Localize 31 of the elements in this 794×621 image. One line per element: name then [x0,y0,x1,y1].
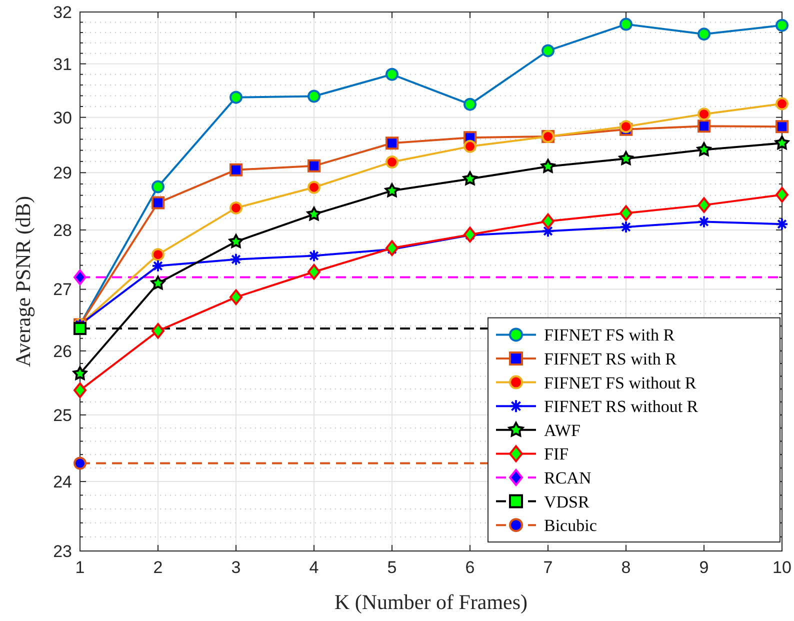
x-tick-label: 7 [543,558,553,577]
x-tick-label: 5 [387,558,397,577]
y-tick-label: 29 [53,164,72,183]
x-axis-title: K (Number of Frames) [334,590,528,614]
y-tick-label: 31 [53,54,72,74]
y-tick-label: 27 [53,280,72,300]
legend-label: FIFNET RS without R [544,397,699,416]
y-tick-label: 23 [53,542,72,561]
x-tick-label: 6 [465,558,475,577]
legend-label: VDSR [544,492,590,512]
legend-label: FIFNET FS without R [544,373,697,392]
y-tick-label: 26 [53,342,72,361]
x-tick-label: 2 [153,558,163,577]
x-tick-label: 8 [621,558,631,577]
x-tick-label: 9 [699,558,709,577]
legend-label: FIFNET FS with R [544,326,676,345]
y-tick-label: 25 [53,406,72,425]
legend-label: RCAN [544,468,592,488]
legend-label: FIFNET RS with R [544,349,678,368]
x-tick-label: 1 [75,558,85,577]
x-tick-label: 4 [309,558,319,577]
y-axis-title: Average PSNR (dB) [11,196,35,368]
y-tick-label: 28 [53,220,72,240]
x-tick-label: 10 [772,558,792,577]
legend-label: AWF [544,420,580,440]
legend-label: FIF [544,444,569,464]
y-tick-label: 32 [53,2,72,22]
y-tick-label: 24 [53,472,72,492]
x-tick-label: 3 [231,558,241,577]
y-tick-label: 30 [53,108,72,128]
legend-label: Bicubic [544,516,598,536]
